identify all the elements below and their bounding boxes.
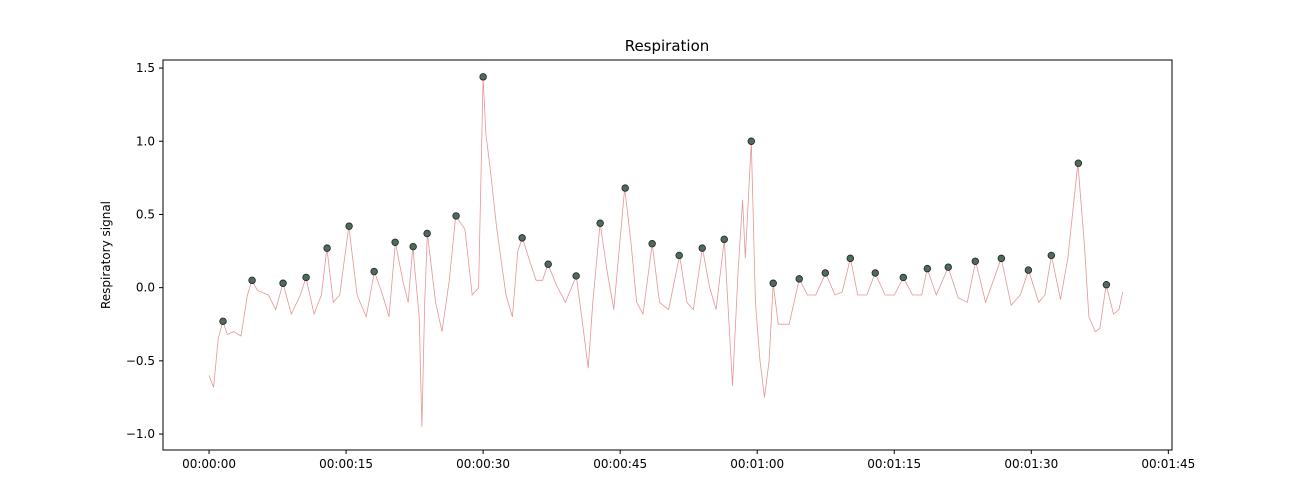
- peak-marker: [821, 269, 829, 277]
- peak-marker: [391, 238, 399, 246]
- x-tick-label: 00:01:45: [1141, 457, 1195, 471]
- x-tick-label: 00:01:15: [867, 457, 921, 471]
- peak-marker: [219, 317, 227, 326]
- peak-marker: [323, 244, 331, 252]
- plot-frame: [162, 59, 1173, 451]
- peak-marker: [648, 240, 656, 248]
- peak-marker: [1047, 251, 1056, 260]
- peak-marker: [698, 244, 706, 252]
- y-tick-label: 0.0: [136, 281, 155, 295]
- peak-marker: [675, 251, 683, 260]
- peak-marker: [370, 267, 378, 276]
- peak-marker: [621, 184, 629, 192]
- peak-marker: [279, 279, 287, 287]
- y-tick-label: 1.0: [136, 134, 155, 148]
- peak-marker: [923, 264, 932, 273]
- peak-marker: [572, 272, 580, 280]
- chart-title: Respiration: [625, 37, 710, 55]
- peak-marker: [795, 275, 803, 283]
- peak-marker: [596, 219, 604, 227]
- peak-marker: [846, 254, 855, 263]
- signal-line: [208, 76, 1124, 427]
- peak-marker: [899, 273, 908, 282]
- peak-marker: [345, 222, 353, 230]
- y-tick-label: −0.5: [126, 354, 155, 368]
- peak-marker: [971, 257, 979, 265]
- y-tick-label: −1.0: [126, 427, 155, 441]
- y-axis-label: Respiratory signal: [99, 201, 113, 309]
- x-tick-label: 00:00:45: [593, 457, 647, 471]
- peak-marker: [248, 276, 256, 285]
- peak-marker: [1024, 266, 1033, 274]
- peak-marker: [423, 229, 431, 238]
- y-tick-label: 0.5: [136, 207, 155, 221]
- peak-marker: [944, 263, 952, 271]
- x-tick-label: 00:01:00: [730, 457, 784, 471]
- peak-marker: [518, 234, 526, 242]
- peak-marker: [1102, 281, 1111, 289]
- peak-marker: [452, 212, 460, 220]
- peak-marker: [871, 269, 879, 277]
- x-tick-label: 00:00:30: [456, 457, 510, 471]
- peak-marker: [302, 273, 310, 282]
- peak-marker: [544, 260, 552, 268]
- x-tick-label: 00:00:15: [319, 457, 373, 471]
- peak-marker: [409, 242, 417, 251]
- peak-marker: [720, 235, 728, 244]
- peak-marker: [1074, 159, 1083, 167]
- peak-marker: [479, 73, 487, 81]
- x-tick-label: 00:01:30: [1004, 457, 1058, 471]
- peak-marker: [747, 137, 755, 145]
- peak-marker: [997, 254, 1006, 263]
- x-tick-label: 00:00:00: [182, 457, 236, 471]
- peak-marker: [769, 279, 777, 287]
- y-tick-label: 1.5: [136, 61, 155, 75]
